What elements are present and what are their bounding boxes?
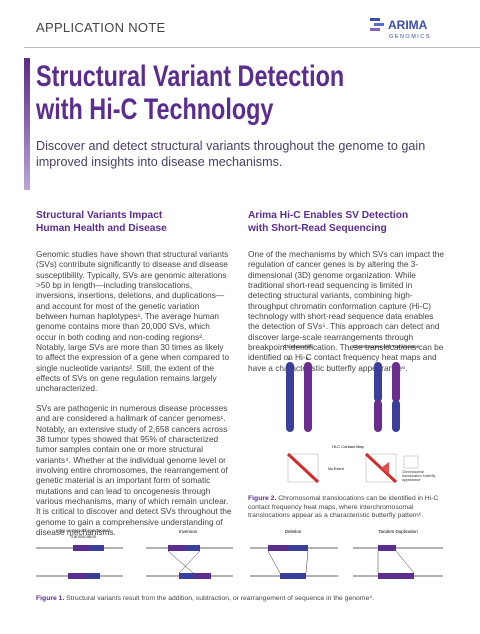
left-column: Structural Variants Impact Human Health … (36, 210, 232, 546)
caption: Figure 2. Chromosomal translocations can… (248, 495, 448, 521)
panel-label: Inversion (179, 529, 198, 534)
paragraph: SVs are pathogenic in numerous disease p… (36, 402, 232, 537)
fig-label: No Event (328, 467, 345, 471)
logo-sub: GENOMICS (389, 34, 431, 40)
fig-label: B (306, 356, 309, 361)
caption-text: Structural variants result from the addi… (66, 595, 375, 602)
caption-label: Figure 2. (248, 495, 277, 502)
paragraph: Genomic studies have shown that structur… (36, 249, 230, 394)
logo-name: ARIMA (388, 18, 428, 32)
header-rule (24, 47, 480, 48)
doc-label: APPLICATION NOTE (36, 20, 166, 35)
caption-label: Figure 1. (36, 595, 65, 602)
title-line: Structural Variant Detection (36, 60, 345, 93)
fig-label: Hi-C Contact Map (332, 444, 365, 449)
caption-text: Chromosomal translocations can be identi… (248, 495, 439, 519)
caption: Figure 1. Structural variants result fro… (36, 595, 456, 604)
figure-2: Chromosomes Chromosomes with Translocati… (283, 344, 436, 484)
right-column: Arima Hi-C Enables SV Detection with Sho… (248, 210, 446, 382)
fig-label: Chromosomal translocation butterfly appe… (402, 470, 436, 482)
title-line: with Hi-C Technology (36, 93, 274, 126)
accent-bar (24, 58, 30, 190)
heading: Structural Variants Impact Human Health … (36, 210, 167, 234)
fig-label: Chromosomes (283, 344, 313, 349)
subtitle: Discover and detect structural variants … (36, 139, 426, 169)
figure-1: Intra or Inter-Chromosomal Translocation… (36, 528, 443, 579)
panel-label: Tandem Duplication (378, 529, 418, 534)
panel-label: Deletion (285, 529, 302, 534)
logo: ARIMA GENOMICS (370, 18, 431, 40)
fig-label: Chromosomes with Translocation (353, 344, 420, 349)
fig-label: A (288, 356, 291, 361)
heading: Arima Hi-C Enables SV Detection with Sho… (248, 210, 409, 234)
panel-label: Intra or Inter-Chromosomal Translocation (55, 528, 111, 539)
title: Structural Variant Detection with Hi-C T… (36, 60, 344, 126)
paragraph: One of the mechanisms by which SVs can i… (248, 249, 444, 373)
